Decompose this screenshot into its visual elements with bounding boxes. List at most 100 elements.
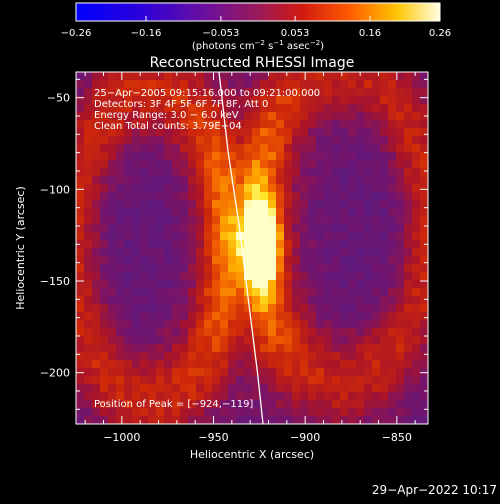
heatmap-cell <box>156 232 165 241</box>
heatmap-cell <box>236 264 245 273</box>
heatmap-cell <box>76 96 85 105</box>
heatmap-cell <box>100 296 109 305</box>
heatmap-cell <box>244 96 253 105</box>
heatmap-cell <box>92 88 101 97</box>
heatmap-cell <box>180 184 189 193</box>
heatmap-cell <box>164 248 173 257</box>
heatmap-cell <box>396 232 405 241</box>
heatmap-cell <box>204 392 213 401</box>
heatmap-cell <box>308 184 317 193</box>
heatmap-cell <box>380 296 389 305</box>
heatmap-cell <box>348 376 357 385</box>
heatmap-cell <box>164 344 173 353</box>
heatmap-cell <box>124 200 133 209</box>
heatmap-cell <box>268 184 277 193</box>
heatmap-cell <box>164 392 173 401</box>
heatmap-cell <box>164 224 173 233</box>
colorbar-tick-label: −0.26 <box>61 28 92 39</box>
heatmap-cell <box>420 352 428 361</box>
heatmap-cell <box>420 224 428 233</box>
heatmap-cell <box>84 224 93 233</box>
heatmap-cell <box>236 152 245 161</box>
heatmap-cell <box>84 232 93 241</box>
heatmap-cell <box>340 400 349 409</box>
heatmap-cell <box>236 88 245 97</box>
heatmap-cell <box>420 152 428 161</box>
heatmap-cell <box>348 400 357 409</box>
heatmap-cell <box>268 312 277 321</box>
heatmap-cell <box>228 96 237 105</box>
heatmap-cell <box>324 408 333 417</box>
heatmap-cell <box>244 128 253 137</box>
heatmap-cell <box>300 328 309 337</box>
heatmap-cell <box>124 248 133 257</box>
heatmap-cell <box>156 272 165 281</box>
heatmap-cell <box>404 104 413 113</box>
heatmap-cell <box>172 256 181 265</box>
heatmap-cell <box>260 400 269 409</box>
heatmap-cell <box>148 264 157 273</box>
heatmap-cell <box>220 392 229 401</box>
heatmap-cell <box>140 240 149 249</box>
heatmap-cell <box>212 240 221 249</box>
heatmap-cell <box>84 280 93 289</box>
heatmap-cell <box>100 184 109 193</box>
heatmap-cell <box>380 184 389 193</box>
heatmap-cell <box>236 336 245 345</box>
heatmap-cell <box>228 264 237 273</box>
heatmap-cell <box>396 296 405 305</box>
heatmap-cell <box>156 184 165 193</box>
heatmap-cell <box>172 280 181 289</box>
heatmap-cell <box>388 264 397 273</box>
heatmap-cell <box>140 296 149 305</box>
heatmap-cell <box>204 72 213 81</box>
heatmap-cell <box>236 112 245 121</box>
heatmap-cell <box>196 104 205 113</box>
heatmap-cell <box>76 168 85 177</box>
heatmap-cell <box>108 216 117 225</box>
heatmap-cell <box>324 400 333 409</box>
heatmap-cell <box>420 376 428 385</box>
heatmap-cell <box>124 320 133 329</box>
heatmap-cell <box>188 232 197 241</box>
heatmap-cell <box>188 80 197 89</box>
heatmap-cell <box>76 120 85 129</box>
heatmap-cell <box>348 80 357 89</box>
heatmap-cell <box>92 256 101 265</box>
heatmap-cell <box>420 80 428 89</box>
heatmap-cell <box>356 72 365 81</box>
heatmap-cell <box>356 192 365 201</box>
heatmap-cell <box>332 248 341 257</box>
heatmap-cell <box>260 136 269 145</box>
colorbar: −0.26 −0.16 −0.053 0.053 0.16 0.26 (photons c… <box>61 2 451 52</box>
heatmap-cell <box>180 320 189 329</box>
heatmap-cell <box>268 328 277 337</box>
heatmap-cell <box>172 104 181 113</box>
heatmap-cell <box>76 104 85 113</box>
heatmap-cell <box>156 312 165 321</box>
heatmap-cell <box>404 256 413 265</box>
heatmap-cell <box>292 104 301 113</box>
heatmap-cell <box>332 256 341 265</box>
heatmap-cell <box>260 408 269 417</box>
heatmap-cell <box>220 200 229 209</box>
heatmap-cell <box>372 336 381 345</box>
heatmap-cell <box>380 200 389 209</box>
heatmap-cell <box>412 184 421 193</box>
heatmap-cell <box>196 160 205 169</box>
heatmap-cell <box>364 72 373 81</box>
heatmap-cell <box>356 312 365 321</box>
heatmap-cell <box>92 336 101 345</box>
heatmap-cell <box>412 216 421 225</box>
heatmap-cell <box>316 120 325 129</box>
heatmap-cell <box>76 272 85 281</box>
heatmap-cell <box>356 368 365 377</box>
heatmap-cell <box>204 160 213 169</box>
heatmap-cell <box>132 96 141 105</box>
heatmap-cell <box>212 88 221 97</box>
heatmap-cell <box>84 368 93 377</box>
heatmap-cell <box>340 320 349 329</box>
heatmap-cell <box>140 344 149 353</box>
heatmap-cell <box>284 200 293 209</box>
heatmap-cell <box>196 120 205 129</box>
